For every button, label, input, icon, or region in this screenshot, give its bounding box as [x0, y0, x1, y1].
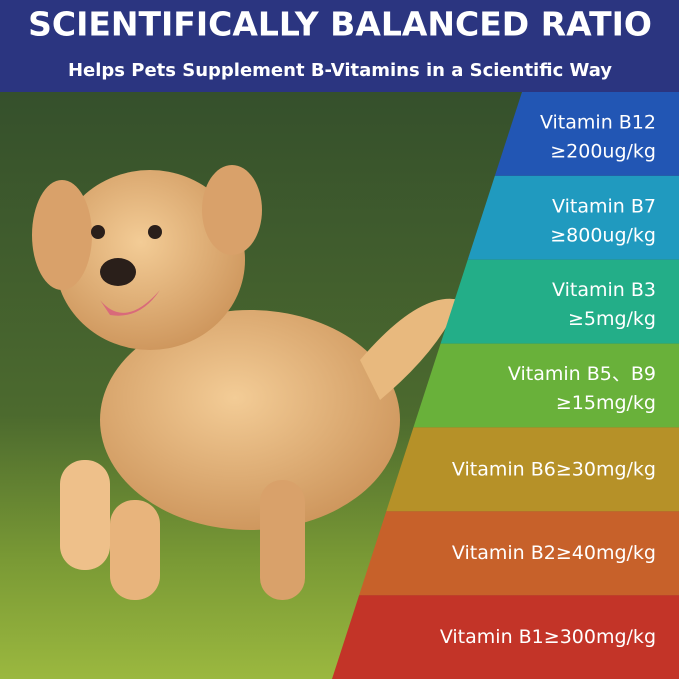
band-text: Vitamin B6≥30mg/kg [452, 458, 656, 480]
band-label: Vitamin B1 [440, 626, 544, 648]
band [494, 92, 679, 176]
band-value: ≥40mg/kg [556, 542, 656, 564]
header-bar [0, 0, 679, 92]
band-label: Vitamin B5、B9 [508, 363, 656, 385]
band-label: Vitamin B6 [452, 458, 556, 480]
band [467, 175, 679, 260]
band-value: ≥5mg/kg [568, 308, 656, 330]
band [359, 511, 679, 596]
band-label: Vitamin B12 [540, 112, 656, 134]
band-value: ≥300mg/kg [544, 626, 656, 648]
band [413, 343, 679, 428]
band-value: ≥800ug/kg [550, 224, 656, 246]
band [440, 259, 679, 344]
band-value: ≥15mg/kg [556, 392, 656, 414]
subtitle: Helps Pets Supplement B-Vitamins in a Sc… [68, 60, 612, 81]
band [386, 427, 679, 512]
band-label: Vitamin B7 [552, 195, 656, 217]
title: SCIENTIFICALLY BALANCED RATIO [28, 5, 652, 44]
band-value: ≥30mg/kg [556, 458, 656, 480]
vitamin-bands: Vitamin B12 ≥200ug/kg Vitamin B7 ≥800ug/kg V… [332, 92, 679, 679]
band-label: Vitamin B2 [452, 542, 556, 564]
band-text: Vitamin B1≥300mg/kg [440, 626, 656, 648]
band [332, 595, 679, 679]
band-value: ≥200ug/kg [550, 141, 656, 163]
dog-illustration [32, 165, 460, 600]
band-text: Vitamin B2≥40mg/kg [452, 542, 656, 564]
band-label: Vitamin B3 [552, 279, 656, 301]
